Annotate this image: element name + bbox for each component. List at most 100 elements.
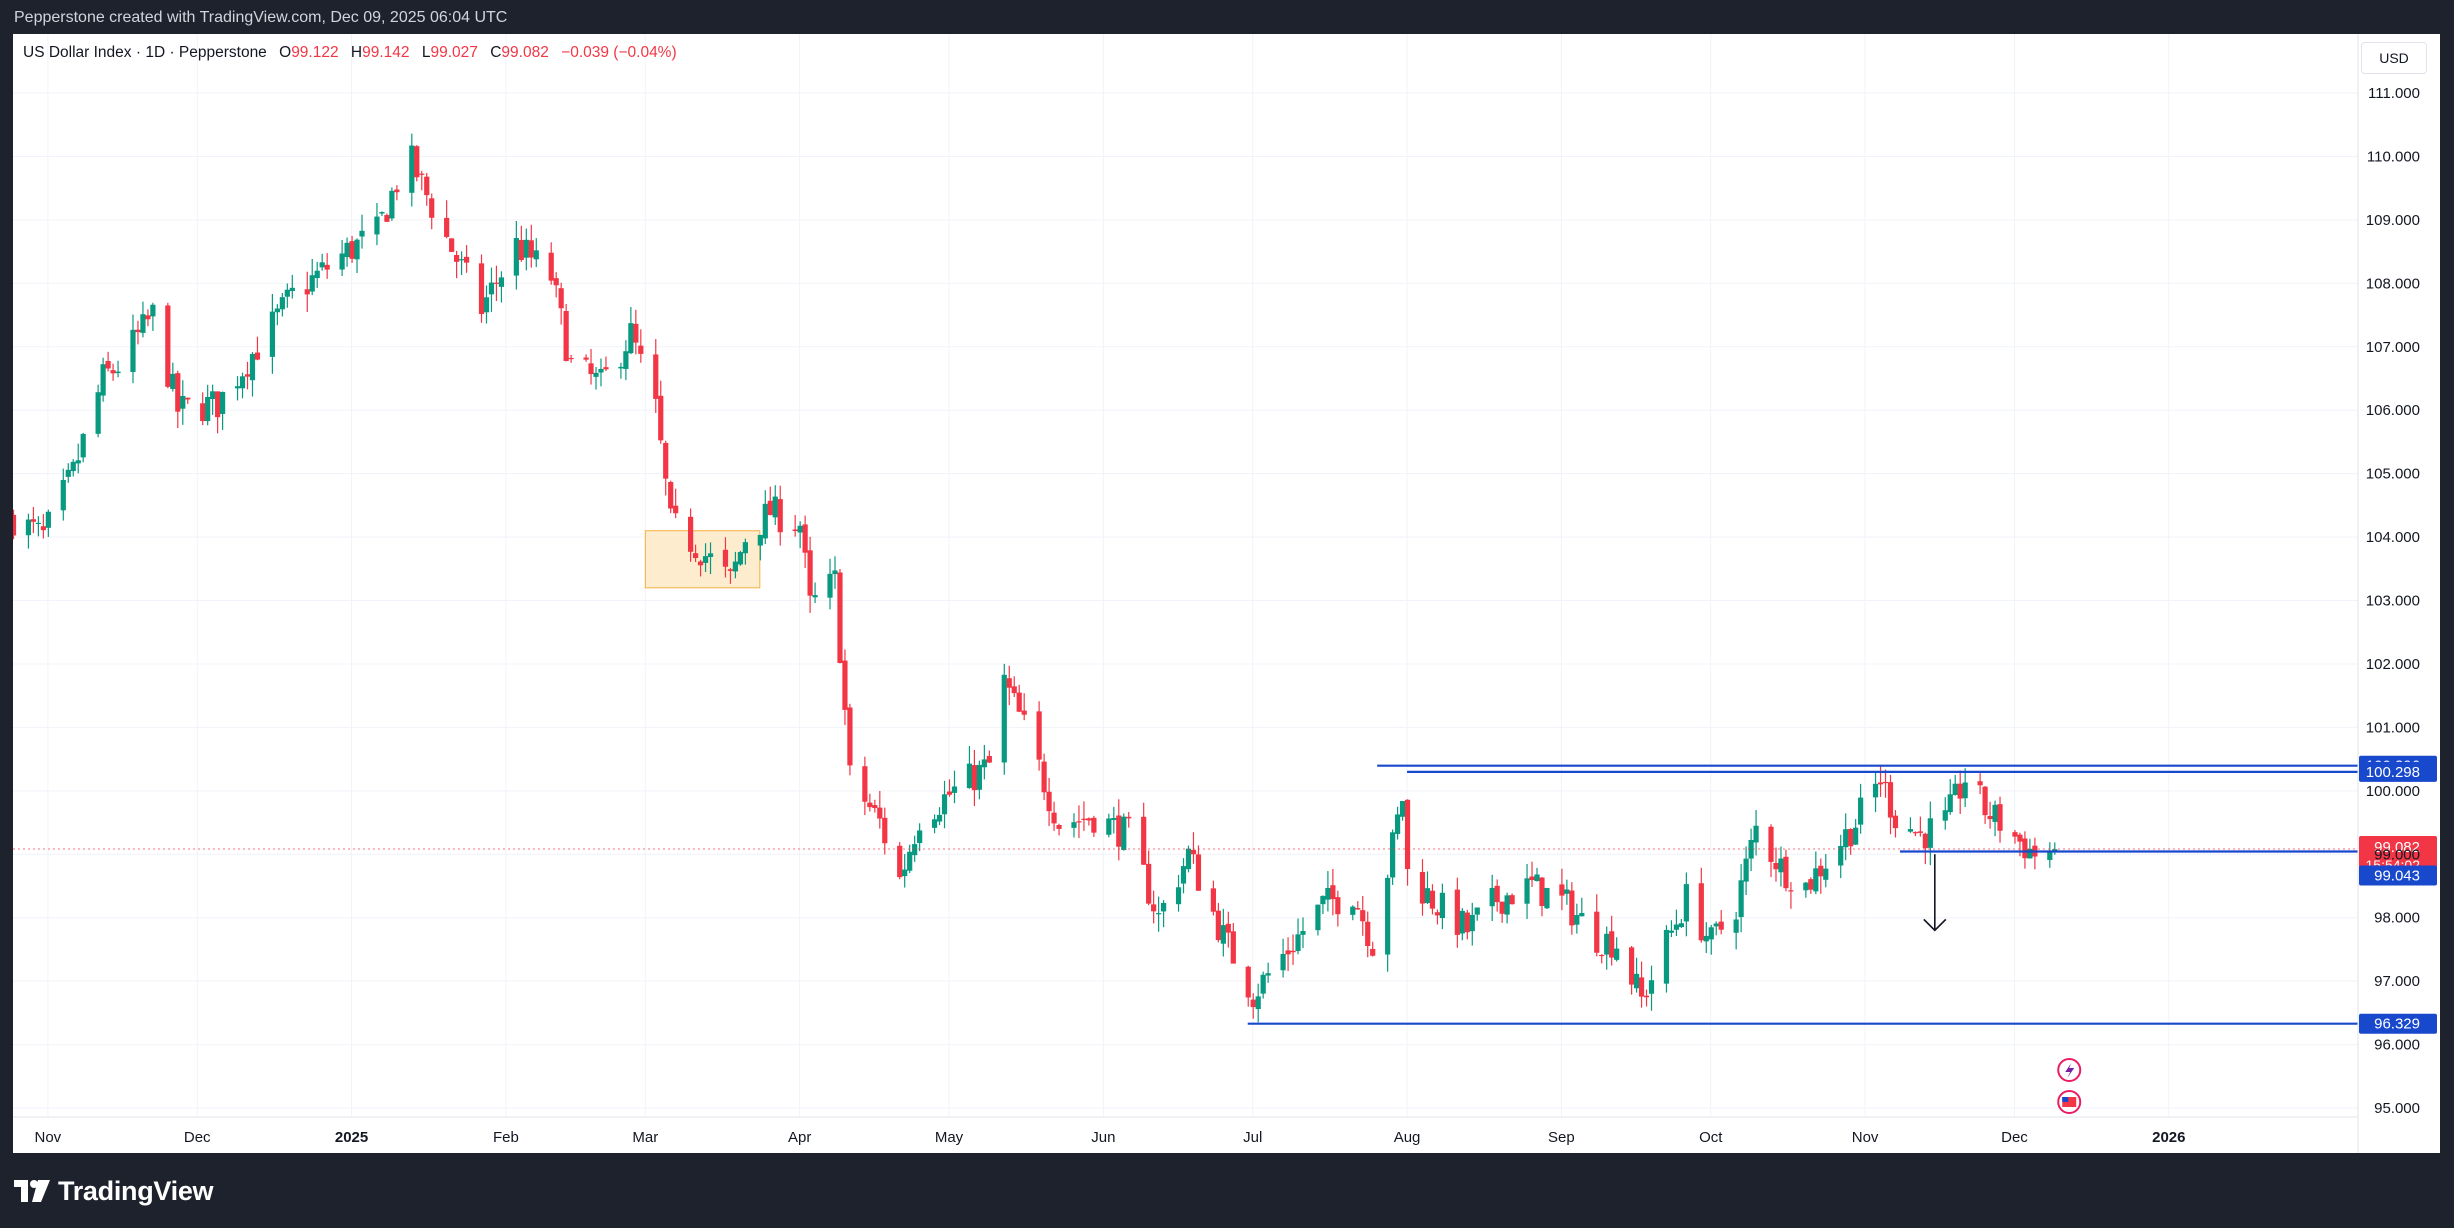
y-tick-label: 110.000 [2367,148,2420,165]
y-tick-label: 103.000 [2366,593,2420,610]
candle-body [673,505,679,514]
candle-body [842,660,848,710]
candle-body [757,534,763,546]
x-tick-label: Feb [493,1129,519,1146]
x-tick-label: Nov [1852,1129,1879,1146]
chart-pane[interactable]: 100.396100.29899.04396.32999.08215:54:02… [13,34,2440,1153]
candlestick-chart[interactable]: 100.396100.29899.04396.32999.08215:54:02… [13,34,2440,1153]
level-lines[interactable]: 100.396100.29899.04396.32999.08215:54:02… [13,755,2437,1034]
candle-body [1718,921,1724,930]
y-tick-label: 101.000 [2366,719,2420,736]
candle-body [1524,878,1530,904]
candle-body [772,496,778,518]
candle-body [1683,884,1689,922]
candle-body [1250,999,1256,1008]
symbol-name[interactable]: US Dollar Index · 1D · Pepperstone [23,44,267,61]
candle-body [658,395,664,441]
candle-body [65,469,71,477]
candle-body [1509,895,1515,905]
candle-body [986,755,992,763]
candle-body [1907,829,1914,832]
event-icons[interactable] [2057,1058,2082,1114]
candle-body [1962,782,1968,799]
candle-body [2017,834,2023,842]
candle-body [1843,829,1849,848]
candle-body [1051,812,1057,824]
candle-body [1668,930,1675,933]
high-value: 99.142 [362,44,410,61]
candle-body [1076,821,1082,823]
candle-body [205,397,211,422]
candle-body [274,308,280,313]
low-label: L [421,44,431,61]
candle-body [1325,887,1331,900]
candle-body [1041,761,1047,793]
candle-body [618,366,624,369]
candle-body [449,238,455,252]
candle-body [1713,923,1719,927]
candle-body [1474,907,1480,915]
candle-body [558,288,564,309]
candle-body [688,516,694,552]
candle-body [1180,866,1187,884]
candle-body [135,329,141,333]
tradingview-logo[interactable]: TradingView [14,1171,214,1211]
candle-body [220,391,226,414]
candle-body [1190,849,1197,855]
candle-body [1399,800,1406,817]
candle-body [289,287,295,292]
candle-body [284,289,290,297]
candle-body [832,570,838,575]
candle-body [1614,948,1620,960]
candle-body [1424,888,1431,903]
candle-body [45,511,51,528]
candle-body [653,354,659,399]
candle-body [692,553,699,559]
candle-body [379,212,385,214]
currency-button[interactable]: USD [2361,42,2427,74]
candle-body [1121,816,1127,850]
candle-body [1245,966,1251,998]
candle-body [1504,895,1510,915]
y-tick-label: 107.000 [2366,339,2420,356]
candle-body [1882,781,1889,784]
y-tick-label: 97.000 [2374,973,2420,990]
lightning-event-icon[interactable] [2057,1058,2082,1082]
candle-body [1858,797,1864,825]
candle-body [180,395,186,409]
candle-body [234,386,241,389]
candle-body [837,572,843,663]
candle-body [1848,829,1854,847]
candle-body [931,819,938,828]
candle-body [2047,850,2053,860]
candle-body [583,357,589,360]
candle-body [349,241,355,259]
us-flag-event-icon[interactable] [2057,1090,2082,1114]
candle-body [593,372,599,377]
candle-body [732,561,739,572]
tradingview-logo-icon [14,1180,50,1202]
candle-body [1912,832,1918,834]
level-price-label: 100.298 [2366,764,2420,781]
candle-body [145,315,151,320]
flag-icon-canton [2062,1097,2069,1102]
y-tick-label: 105.000 [2366,466,2420,483]
candle-body [1663,929,1670,984]
candle-body [807,550,813,596]
candle-body [1056,825,1062,829]
candle-body [478,263,485,314]
candle-body [13,514,17,536]
candle-body [394,189,400,193]
candle-body [1469,914,1475,932]
level-price-label-shifted: 99.043 [2374,868,2420,885]
down-arrow-head[interactable] [1923,918,1947,932]
candle-body [1210,888,1216,912]
candles [13,133,2058,1023]
x-tick-label: Apr [788,1129,811,1146]
candle-body [1290,950,1296,953]
candle-body [1046,791,1052,812]
candle-body [1992,804,1998,822]
grid [13,34,2358,1117]
attribution-bar: Pepperstone created with TradingView.com… [0,0,2454,34]
candle-body [907,851,913,871]
